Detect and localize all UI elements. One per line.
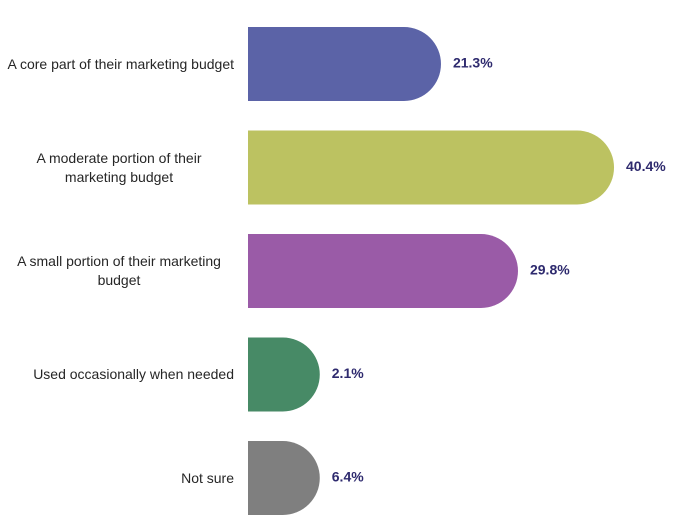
category-label: Used occasionally when needed [0, 365, 234, 384]
value-label: 29.8% [530, 262, 570, 278]
bar [248, 337, 320, 412]
bar [248, 130, 615, 205]
category-label: Not sure [0, 469, 234, 488]
value-label: 2.1% [332, 365, 364, 381]
category-text: A core part of their marketing budget [7, 55, 234, 72]
bar [248, 27, 441, 102]
value-label: 21.3% [453, 55, 493, 71]
bar [248, 441, 320, 515]
bar [248, 234, 518, 308]
category-text: Used occasionally when needed [33, 366, 234, 382]
category-label: A moderate portion of their marketing bu… [0, 149, 234, 187]
category-text: A moderate portion of their marketing bu… [36, 149, 202, 185]
value-label: 6.4% [332, 469, 364, 485]
value-label: 40.4% [626, 158, 666, 174]
category-text: Not sure [181, 469, 234, 486]
category-label: A core part of their marketing budget [0, 55, 234, 74]
category-label: A small portion of their marketing budge… [0, 252, 234, 290]
category-text: A small portion of their marketing budge… [17, 253, 221, 288]
